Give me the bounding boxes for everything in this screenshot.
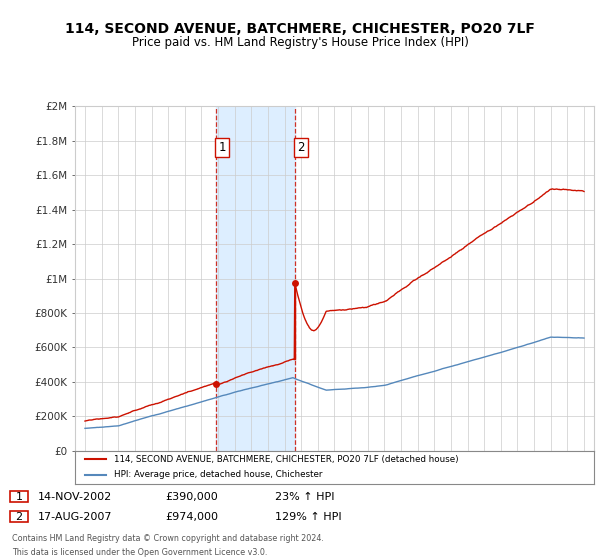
Text: 114, SECOND AVENUE, BATCHMERE, CHICHESTER, PO20 7LF: 114, SECOND AVENUE, BATCHMERE, CHICHESTE…	[65, 22, 535, 36]
Text: 129% ↑ HPI: 129% ↑ HPI	[275, 512, 341, 522]
Text: 1: 1	[16, 492, 23, 502]
Text: 23% ↑ HPI: 23% ↑ HPI	[275, 492, 335, 502]
Text: 1: 1	[218, 141, 226, 154]
Text: This data is licensed under the Open Government Licence v3.0.: This data is licensed under the Open Gov…	[12, 548, 268, 557]
Text: HPI: Average price, detached house, Chichester: HPI: Average price, detached house, Chic…	[114, 470, 322, 479]
Text: £390,000: £390,000	[165, 492, 218, 502]
Text: 114, SECOND AVENUE, BATCHMERE, CHICHESTER, PO20 7LF (detached house): 114, SECOND AVENUE, BATCHMERE, CHICHESTE…	[114, 455, 458, 464]
Text: 2: 2	[16, 512, 23, 522]
Text: 2: 2	[298, 141, 305, 154]
Text: Contains HM Land Registry data © Crown copyright and database right 2024.: Contains HM Land Registry data © Crown c…	[12, 534, 324, 543]
Text: £974,000: £974,000	[165, 512, 218, 522]
Bar	[216, 106, 295, 451]
Text: Price paid vs. HM Land Registry's House Price Index (HPI): Price paid vs. HM Land Registry's House …	[131, 36, 469, 49]
Bar	[10, 491, 28, 502]
Text: 14-NOV-2002: 14-NOV-2002	[38, 492, 112, 502]
Text: 17-AUG-2007: 17-AUG-2007	[38, 512, 113, 522]
Bar	[10, 511, 28, 522]
